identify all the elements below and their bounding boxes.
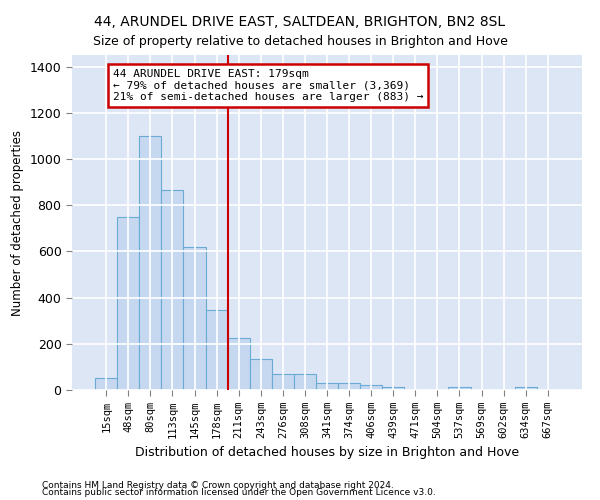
X-axis label: Distribution of detached houses by size in Brighton and Hove: Distribution of detached houses by size … bbox=[135, 446, 519, 460]
Text: Contains HM Land Registry data © Crown copyright and database right 2024.: Contains HM Land Registry data © Crown c… bbox=[42, 480, 394, 490]
Bar bbox=[250, 359, 272, 390]
Bar bbox=[316, 382, 338, 390]
Text: Size of property relative to detached houses in Brighton and Hove: Size of property relative to detached ho… bbox=[92, 35, 508, 48]
Bar bbox=[272, 374, 294, 390]
Text: 44 ARUNDEL DRIVE EAST: 179sqm
← 79% of detached houses are smaller (3,369)
21% o: 44 ARUNDEL DRIVE EAST: 179sqm ← 79% of d… bbox=[113, 69, 424, 102]
Text: 44, ARUNDEL DRIVE EAST, SALTDEAN, BRIGHTON, BN2 8SL: 44, ARUNDEL DRIVE EAST, SALTDEAN, BRIGHT… bbox=[94, 15, 506, 29]
Text: Contains public sector information licensed under the Open Government Licence v3: Contains public sector information licen… bbox=[42, 488, 436, 497]
Bar bbox=[161, 190, 184, 390]
Bar bbox=[360, 385, 382, 390]
Bar bbox=[95, 378, 117, 390]
Bar bbox=[184, 247, 206, 390]
Bar bbox=[227, 338, 250, 390]
Bar bbox=[448, 387, 470, 390]
Bar bbox=[382, 386, 404, 390]
Bar bbox=[338, 382, 360, 390]
Y-axis label: Number of detached properties: Number of detached properties bbox=[11, 130, 24, 316]
Bar bbox=[515, 387, 537, 390]
Bar bbox=[206, 310, 227, 390]
Bar bbox=[139, 136, 161, 390]
Bar bbox=[294, 374, 316, 390]
Bar bbox=[117, 216, 139, 390]
